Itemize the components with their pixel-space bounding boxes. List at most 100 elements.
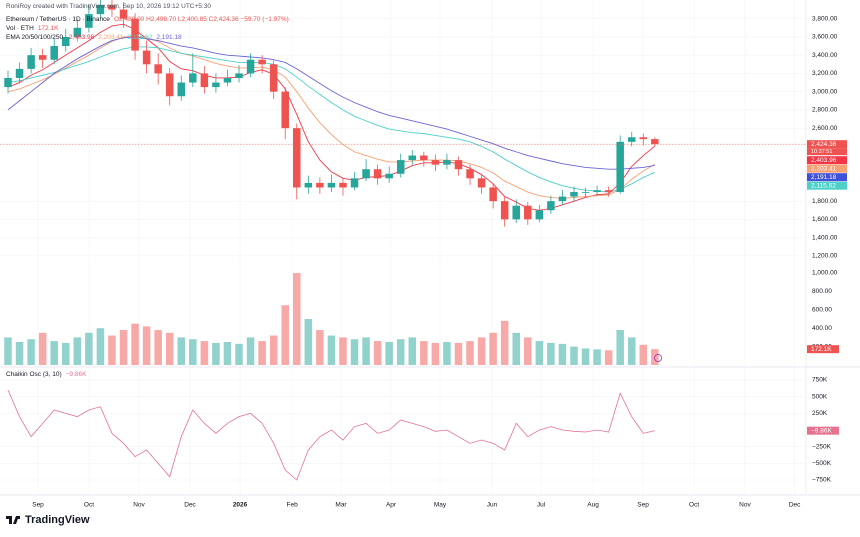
brand: TradingView: [6, 514, 90, 526]
y-tick-label: −250K: [812, 443, 832, 450]
volume-bar: [246, 337, 255, 365]
volume-legend: Vol · ETH 172.1K: [6, 24, 62, 33]
volume-value: 172.1K: [37, 25, 59, 32]
x-tick-label: Nov: [739, 502, 751, 509]
symbol-title: Ethereum / TetherUS · 1D · Binance: [6, 16, 110, 23]
volume-bar: [108, 335, 116, 365]
candle-body: [154, 64, 162, 74]
volume-bar: [408, 337, 417, 365]
y-tick-label: 3,600.00: [812, 34, 838, 41]
candle-body: [165, 73, 174, 97]
volume-bar: [96, 328, 105, 365]
countdown: 10:37:51: [811, 149, 832, 155]
ema-line: [7, 23, 656, 211]
volume-bar: [327, 335, 336, 365]
ema-value: 2,115.62: [127, 34, 153, 41]
volume-bar: [443, 342, 451, 365]
volume-bar: [142, 326, 151, 365]
price-label-bg: [807, 181, 847, 190]
volume-bar: [593, 349, 601, 365]
y-tick-label: 1,000.00: [812, 270, 838, 277]
volume-bar: [165, 332, 174, 365]
ema-value: 2,203.41: [98, 34, 124, 41]
osc-line: [7, 389, 655, 481]
volume-bar: [189, 339, 197, 365]
y-tick-label: 1,800.00: [812, 198, 838, 205]
header: RoniRoy created with TradingView.com, Se…: [6, 2, 215, 11]
price-legend: Ethereum / TetherUS · 1D · Binance O2,480…: [6, 15, 293, 24]
volume-bar: [535, 341, 544, 365]
volume-bar: [639, 344, 648, 365]
volume-panel: [4, 273, 659, 365]
candle-body: [396, 160, 405, 174]
volume-bar: [223, 342, 232, 365]
volume-bar: [547, 342, 555, 365]
candle-body: [385, 173, 393, 179]
candle-body: [350, 178, 359, 188]
candle-body: [119, 9, 128, 19]
volume-bar: [350, 339, 359, 365]
volume-bar: [62, 342, 70, 365]
volume-bar: [316, 330, 324, 365]
x-tick-label: Dec: [184, 502, 196, 509]
candle-body: [327, 182, 336, 188]
candle-body: [593, 190, 601, 193]
candle-body: [304, 182, 313, 188]
y-tick-label: −750K: [812, 477, 832, 484]
volume-bar: [477, 337, 486, 365]
volume-label: 172.1K: [811, 346, 832, 353]
y-tick-label: 3,400.00: [812, 52, 838, 59]
x-tick-label: May: [434, 502, 447, 509]
candle-body: [489, 187, 497, 202]
x-tick-label: Jul: [537, 502, 546, 509]
volume-bar: [27, 339, 35, 365]
countdown-bg: [807, 148, 847, 156]
oscillator-panel: [7, 389, 655, 481]
price-label-bg: [807, 173, 847, 182]
header-text: RoniRoy created with TradingView.com, Se…: [6, 3, 211, 10]
candle-body: [581, 192, 590, 193]
volume-bar: [616, 330, 624, 365]
ohlc-values: O2,480.00 H2,498.70 L2,400.85 C2,424.36 …: [113, 16, 289, 23]
volume-bar: [281, 305, 289, 365]
volume-bar: [50, 341, 58, 365]
volume-label-bg: [807, 345, 839, 354]
price-label: 2,203.41: [811, 165, 837, 172]
y-tick-label: 1,200.00: [812, 253, 838, 260]
y-tick-label: 2,800.00: [812, 107, 838, 114]
candle-body: [627, 137, 636, 142]
candle-body: [604, 190, 613, 193]
x-tick-label: Dec: [789, 502, 801, 509]
volume-bar: [177, 337, 186, 365]
candle-body: [108, 5, 116, 10]
candle-body: [258, 59, 266, 65]
volume-bar: [15, 342, 24, 365]
candle-body: [142, 50, 151, 65]
volume-bar: [385, 342, 393, 365]
candle-body: [235, 73, 243, 78]
volume-bar: [212, 342, 220, 365]
event-icon[interactable]: [654, 354, 662, 362]
volume-bar: [581, 348, 590, 365]
volume-bar: [362, 337, 370, 365]
candle-body: [547, 201, 555, 211]
volume-bar: [489, 332, 497, 365]
ema-line: [7, 35, 656, 199]
price-label: 2,115.62: [811, 182, 836, 189]
volume-bar: [258, 341, 266, 365]
x-tick-label: Apr: [386, 502, 397, 509]
candle-body: [96, 5, 105, 15]
candle-body: [616, 141, 624, 193]
x-tick-label: Mar: [335, 502, 347, 509]
candle-body: [524, 205, 532, 220]
osc-label: −9.86K: [811, 427, 832, 434]
volume-bar: [119, 330, 128, 365]
y-tick-label: 3,200.00: [812, 70, 838, 77]
x-tick-label: Oct: [84, 502, 94, 509]
price-label-bg: [807, 156, 847, 165]
volume-bar: [524, 337, 532, 365]
candle-body: [189, 73, 197, 83]
volume-bar: [570, 346, 578, 365]
